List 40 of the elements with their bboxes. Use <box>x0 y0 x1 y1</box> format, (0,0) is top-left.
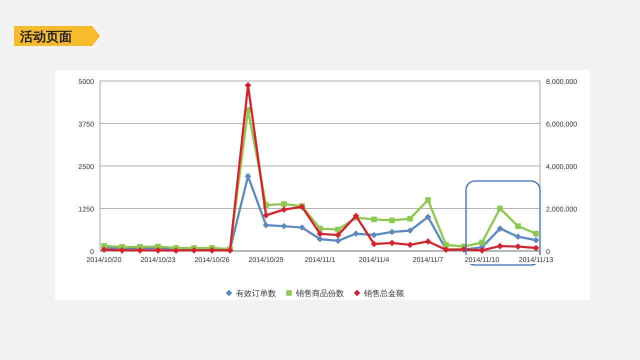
point <box>118 247 126 254</box>
point <box>424 214 432 220</box>
point <box>136 247 144 254</box>
title: 活动页面 <box>14 26 100 46</box>
point <box>389 218 395 224</box>
point <box>407 216 413 222</box>
point <box>335 226 341 232</box>
point <box>532 244 540 252</box>
point <box>371 216 377 222</box>
point <box>532 236 540 244</box>
point <box>316 236 324 242</box>
chart-title: 活动页面 <box>19 29 72 44</box>
point <box>425 197 431 203</box>
point <box>496 242 504 250</box>
point <box>496 225 504 232</box>
point <box>352 230 360 237</box>
point <box>443 242 449 248</box>
point <box>334 232 342 238</box>
point <box>388 228 396 236</box>
point <box>370 240 378 248</box>
point <box>280 206 288 213</box>
legend-label: 销售总金额 <box>363 289 404 298</box>
point <box>514 243 522 250</box>
point <box>497 206 503 212</box>
point <box>515 223 521 229</box>
point <box>424 238 432 245</box>
point <box>154 247 162 254</box>
point <box>406 242 414 248</box>
point <box>406 227 414 234</box>
legend-label: 销售商品份数 <box>295 289 344 298</box>
point <box>262 222 270 228</box>
point <box>298 224 306 231</box>
legend-label: 有效订单数 <box>236 289 276 298</box>
point <box>281 201 287 207</box>
point <box>533 230 539 236</box>
point <box>478 247 486 254</box>
point <box>280 222 288 230</box>
point <box>370 232 378 238</box>
point <box>388 240 396 246</box>
point <box>479 240 485 246</box>
